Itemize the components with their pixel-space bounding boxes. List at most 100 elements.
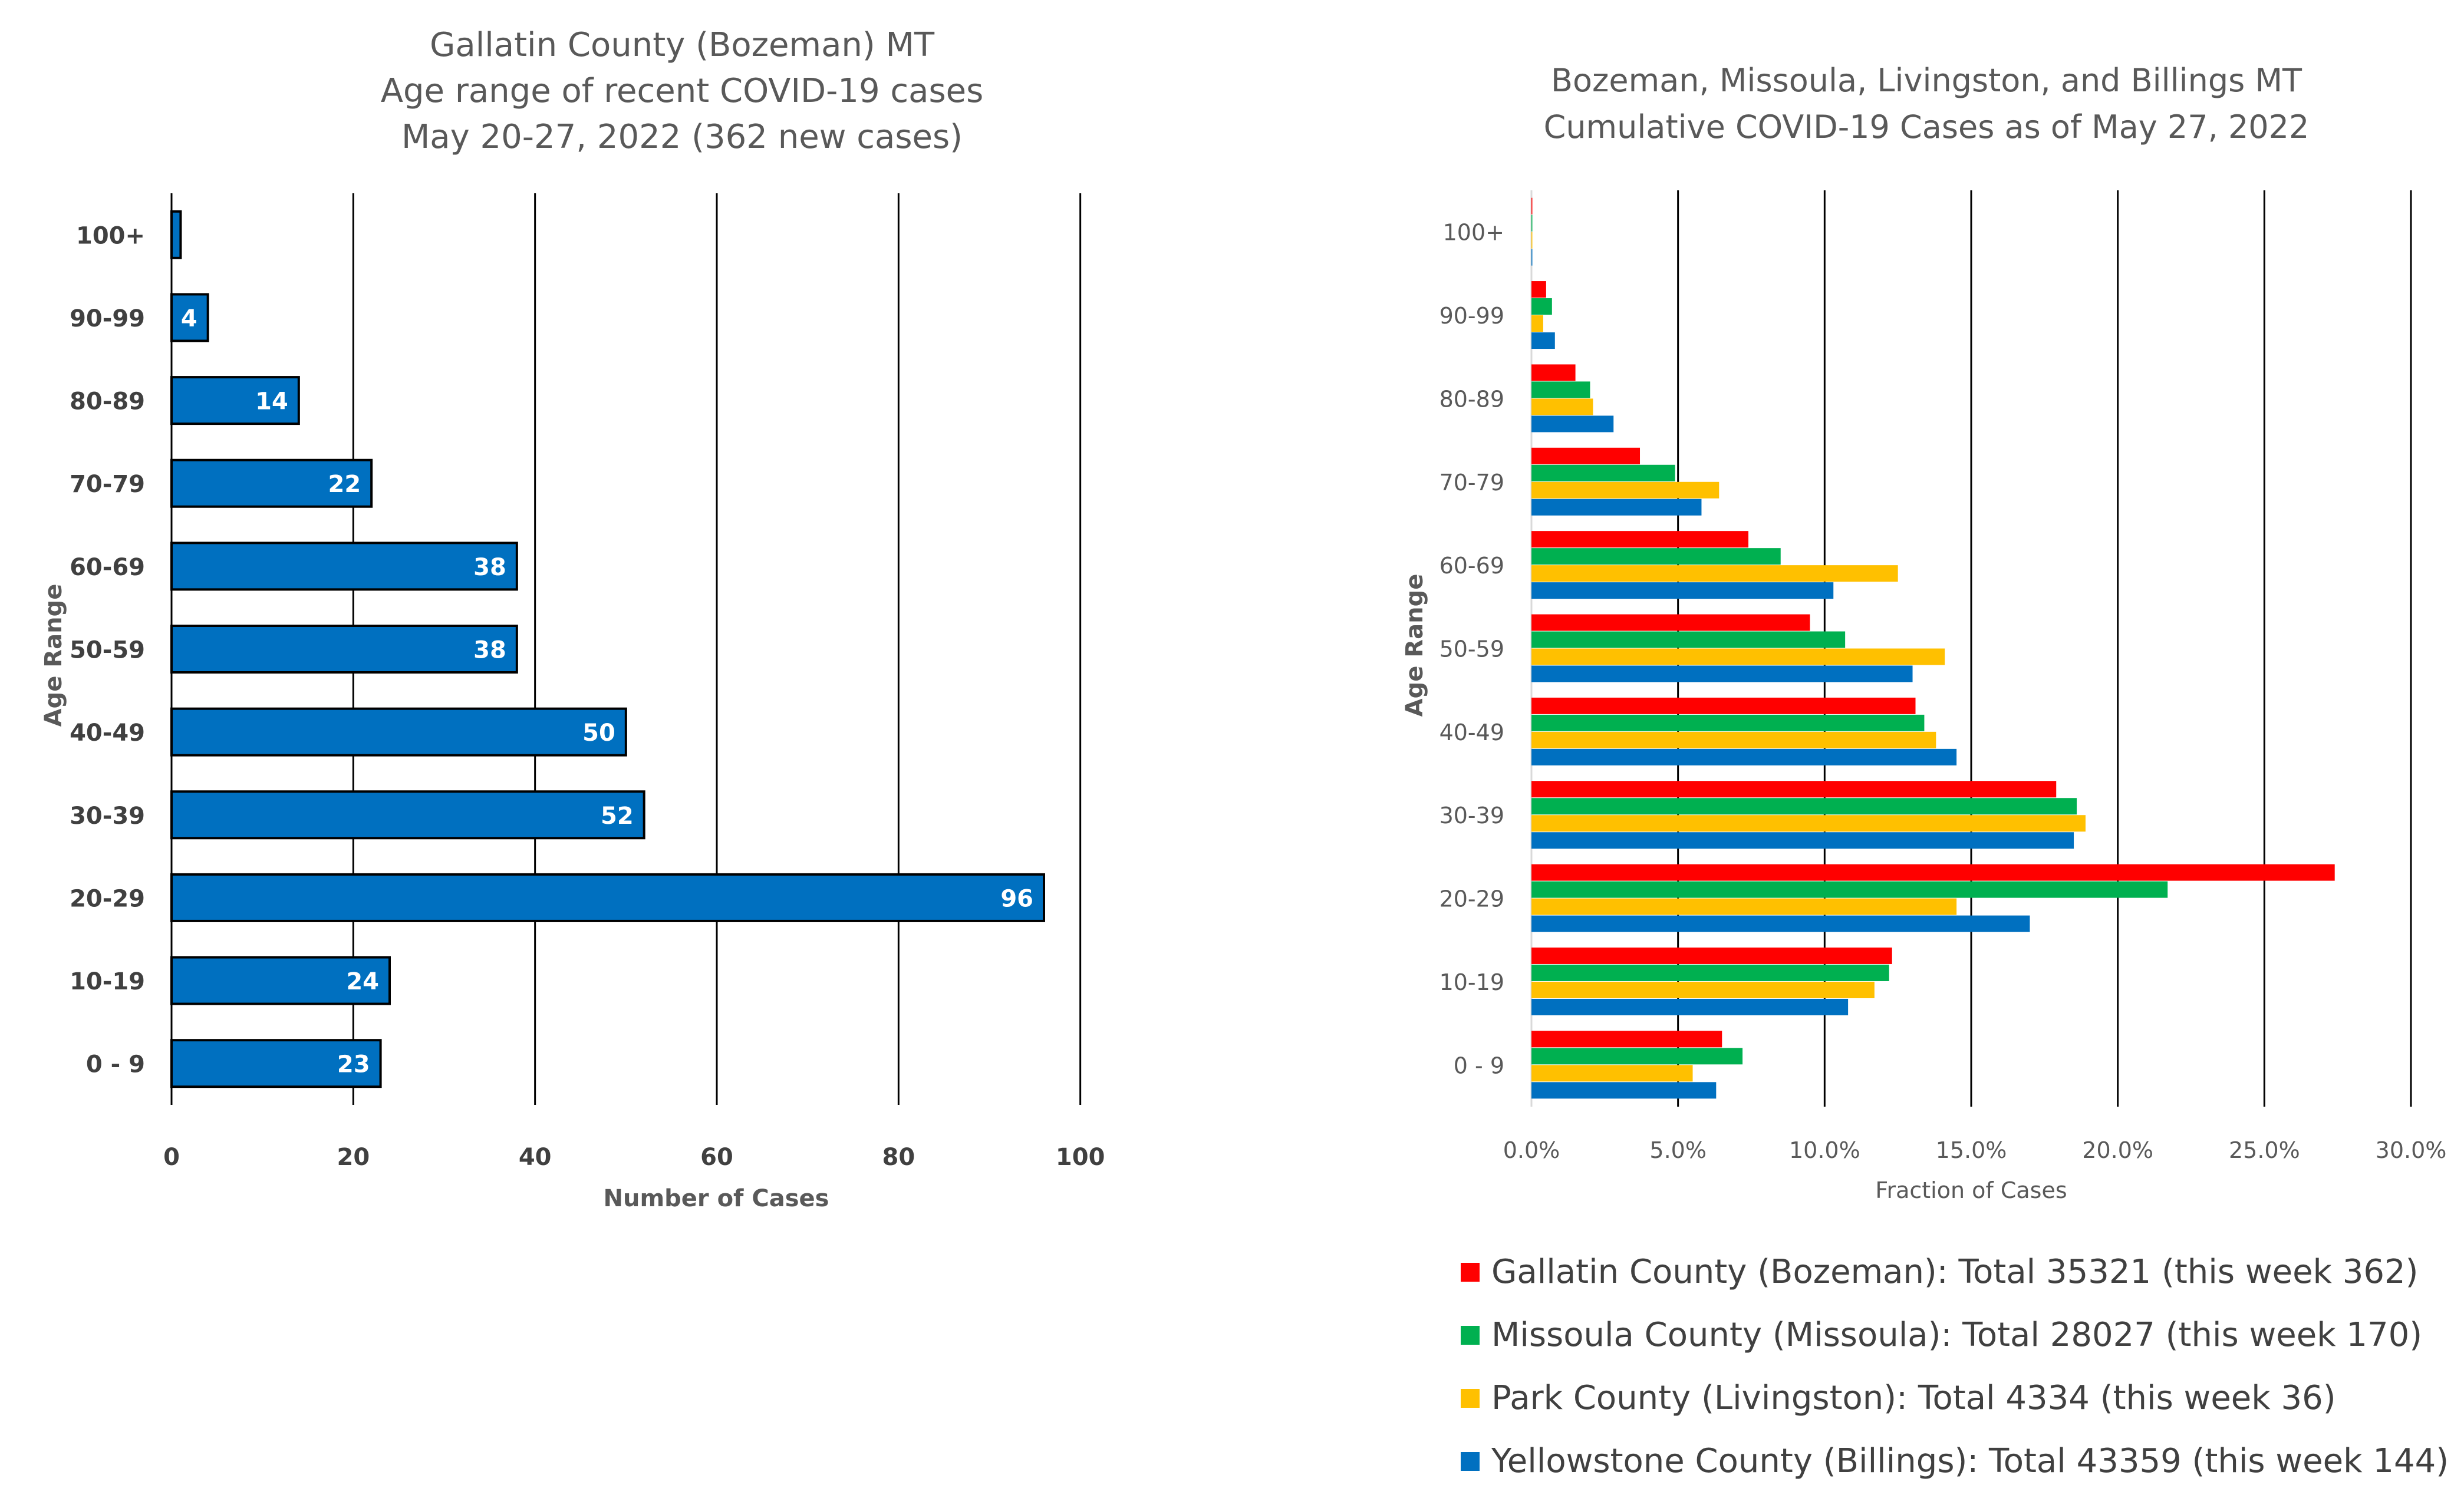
legend-item: Missoula County (Missoula): Total 28027 … xyxy=(1461,1303,2449,1367)
chart2-bar-series2-40-49 xyxy=(1531,714,1925,731)
chart1-bar-20-29 xyxy=(170,873,1045,922)
chart2-bar-series3-0-9 xyxy=(1531,1065,1693,1082)
chart2-bar-series4-0-9 xyxy=(1531,1082,1717,1099)
chart2-x-tick-label: 10.0% xyxy=(1789,1137,1860,1163)
chart2-bar-series1-70-79 xyxy=(1531,447,1641,464)
chart2-x-tick-label: 30.0% xyxy=(2376,1137,2447,1163)
chart2-bar-series4-10-19 xyxy=(1531,998,1849,1015)
chart2-title-line-2: Cumulative COVID-19 Cases as of May 27, … xyxy=(1544,108,2310,146)
chart1-bar-40-49 xyxy=(170,707,627,757)
chart2-bar-series3-90-99 xyxy=(1531,315,1543,332)
chart2-bar-series3-80-89 xyxy=(1531,398,1593,415)
chart2-y-tick-label: 30-39 xyxy=(1439,803,1504,829)
chart1-x-tick-label: 0 xyxy=(163,1144,180,1171)
cumulative-cases-fraction-chart: Bozeman, Missoula, Livingston, and Billi… xyxy=(1401,62,2447,1203)
chart1-data-label: 23 xyxy=(337,1051,370,1078)
legend-label: Missoula County (Missoula): Total 28027 … xyxy=(1491,1316,2423,1354)
chart2-bar-series4-70-79 xyxy=(1531,499,1702,516)
chart2-bar-series3-70-79 xyxy=(1531,481,1719,499)
chart2-bar-series2-100plus xyxy=(1531,214,1533,232)
chart2-bar-series1-10-19 xyxy=(1531,947,1892,964)
chart1-bar-90-99 xyxy=(170,293,209,342)
chart1-x-tick-label: 100 xyxy=(1056,1144,1105,1171)
chart2-bar-series1-0-9 xyxy=(1531,1031,1722,1048)
chart2-bar-series4-30-39 xyxy=(1531,832,2074,849)
legend-swatch xyxy=(1461,1388,1480,1408)
chart2-y-tick-label: 0 - 9 xyxy=(1454,1052,1504,1078)
chart2-bar-series2-60-69 xyxy=(1531,548,1781,565)
chart1-gridlines xyxy=(170,193,1082,1105)
chart2-y-tick-label: 100+ xyxy=(1443,220,1504,246)
chart1-data-labels: 23 24 96 52 50 38 38 22 14 4 xyxy=(181,305,1033,1078)
chart1-data-label: 50 xyxy=(582,720,615,747)
chart1-bars xyxy=(170,210,1045,1088)
chart2-title-line-1: Bozeman, Missoula, Livingston, and Billi… xyxy=(1551,62,2302,99)
chart2-bar-series1-90-99 xyxy=(1531,281,1546,298)
chart2-y-tick-label: 80-89 xyxy=(1439,386,1504,412)
chart1-bar-10-19 xyxy=(170,956,391,1005)
chart2-bar-series2-90-99 xyxy=(1531,298,1552,315)
chart2-bar-series4-100plus xyxy=(1531,249,1533,266)
chart2-bar-series4-20-29 xyxy=(1531,915,2030,932)
chart2-y-tick-label: 10-19 xyxy=(1439,969,1504,995)
chart2-y-tick-label: 60-69 xyxy=(1439,553,1504,579)
chart1-y-axis-label: Age Range xyxy=(40,584,67,727)
chart2-bar-series2-20-29 xyxy=(1531,881,2168,898)
chart2-x-tick-label: 0.0% xyxy=(1503,1137,1560,1163)
chart2-bars xyxy=(1531,197,2335,1099)
chart1-data-label: 52 xyxy=(601,803,634,830)
legend-item: Yellowstone County (Billings): Total 433… xyxy=(1461,1430,2449,1493)
chart1-x-tick-label: 80 xyxy=(882,1144,915,1171)
chart1-data-label: 38 xyxy=(473,554,506,581)
chart1-bar-70-79 xyxy=(170,458,373,508)
chart1-y-tick-label: 20-29 xyxy=(70,885,145,912)
chart2-y-tick-label: 90-99 xyxy=(1439,303,1504,329)
chart2-bar-series1-40-49 xyxy=(1531,697,1916,714)
chart2-bar-series1-20-29 xyxy=(1531,864,2335,881)
chart1-bar-100plus xyxy=(170,210,182,259)
legend-label: Gallatin County (Bozeman): Total 35321 (… xyxy=(1491,1253,2419,1291)
chart2-bar-series1-50-59 xyxy=(1531,614,1810,631)
chart2-y-tick-label: 70-79 xyxy=(1439,470,1504,496)
chart1-y-tick-label: 80-89 xyxy=(70,388,145,415)
chart2-bar-series1-30-39 xyxy=(1531,781,2057,798)
chart2-y-tick-label: 40-49 xyxy=(1439,720,1504,745)
chart2-bar-series3-100plus xyxy=(1531,232,1533,249)
chart1-x-tick-label: 40 xyxy=(519,1144,552,1171)
chart1-bar-50-59 xyxy=(170,625,518,674)
chart2-bar-series3-20-29 xyxy=(1531,898,1957,915)
chart1-data-label: 38 xyxy=(473,637,506,664)
chart1-y-tick-label: 60-69 xyxy=(70,554,145,581)
chart2-x-tick-label: 5.0% xyxy=(1649,1137,1707,1163)
chart2-bar-series4-40-49 xyxy=(1531,748,1957,765)
chart1-x-tick-label: 20 xyxy=(337,1144,370,1171)
chart1-x-tick-label: 120 xyxy=(1237,1144,1238,1171)
legend-swatch xyxy=(1461,1451,1480,1471)
chart2-y-tick-label: 20-29 xyxy=(1439,886,1504,912)
chart1-x-tick-label: 60 xyxy=(700,1144,733,1171)
chart2-bar-series4-90-99 xyxy=(1531,332,1555,349)
legend-swatch xyxy=(1461,1325,1480,1345)
chart1-x-tick-labels: 0 20 40 60 80 100 120 xyxy=(163,1144,1238,1171)
chart2-y-tick-labels: 0 - 9 10-19 20-29 30-39 40-49 50-59 60-69 70-79… xyxy=(1439,220,1504,1079)
chart1-title-line-2: Age range of recent COVID-19 cases xyxy=(381,72,984,110)
chart2-bar-series4-50-59 xyxy=(1531,665,1913,682)
chart2-bar-series1-80-89 xyxy=(1531,364,1576,381)
chart2-bar-series2-50-59 xyxy=(1531,631,1846,648)
chart1-x-axis-label: Number of Cases xyxy=(604,1185,829,1212)
age-range-recent-cases-chart: Gallatin County (Bozeman) MT Age range o… xyxy=(40,26,1238,1212)
chart1-data-label: 24 xyxy=(346,968,379,995)
chart2-x-tick-label: 15.0% xyxy=(1936,1137,2007,1163)
chart1-data-label: 14 xyxy=(255,388,288,415)
chart2-x-tick-label: 25.0% xyxy=(2229,1137,2300,1163)
chart1-y-tick-label: 90-99 xyxy=(70,305,145,332)
chart1-data-label: 4 xyxy=(181,305,197,332)
chart1-y-tick-label: 100+ xyxy=(76,222,145,249)
chart1-title: Gallatin County (Bozeman) MT Age range o… xyxy=(381,26,984,156)
chart1-bar-60-69 xyxy=(170,542,518,591)
chart2-bar-series4-60-69 xyxy=(1531,582,1834,599)
chart2-legend: Gallatin County (Bozeman): Total 35321 (… xyxy=(1461,1240,2449,1493)
chart2-y-tick-label: 50-59 xyxy=(1439,636,1504,662)
chart1-y-tick-label: 10-19 xyxy=(70,968,145,995)
chart1-title-line-3: May 20-27, 2022 (362 new cases) xyxy=(401,118,963,156)
